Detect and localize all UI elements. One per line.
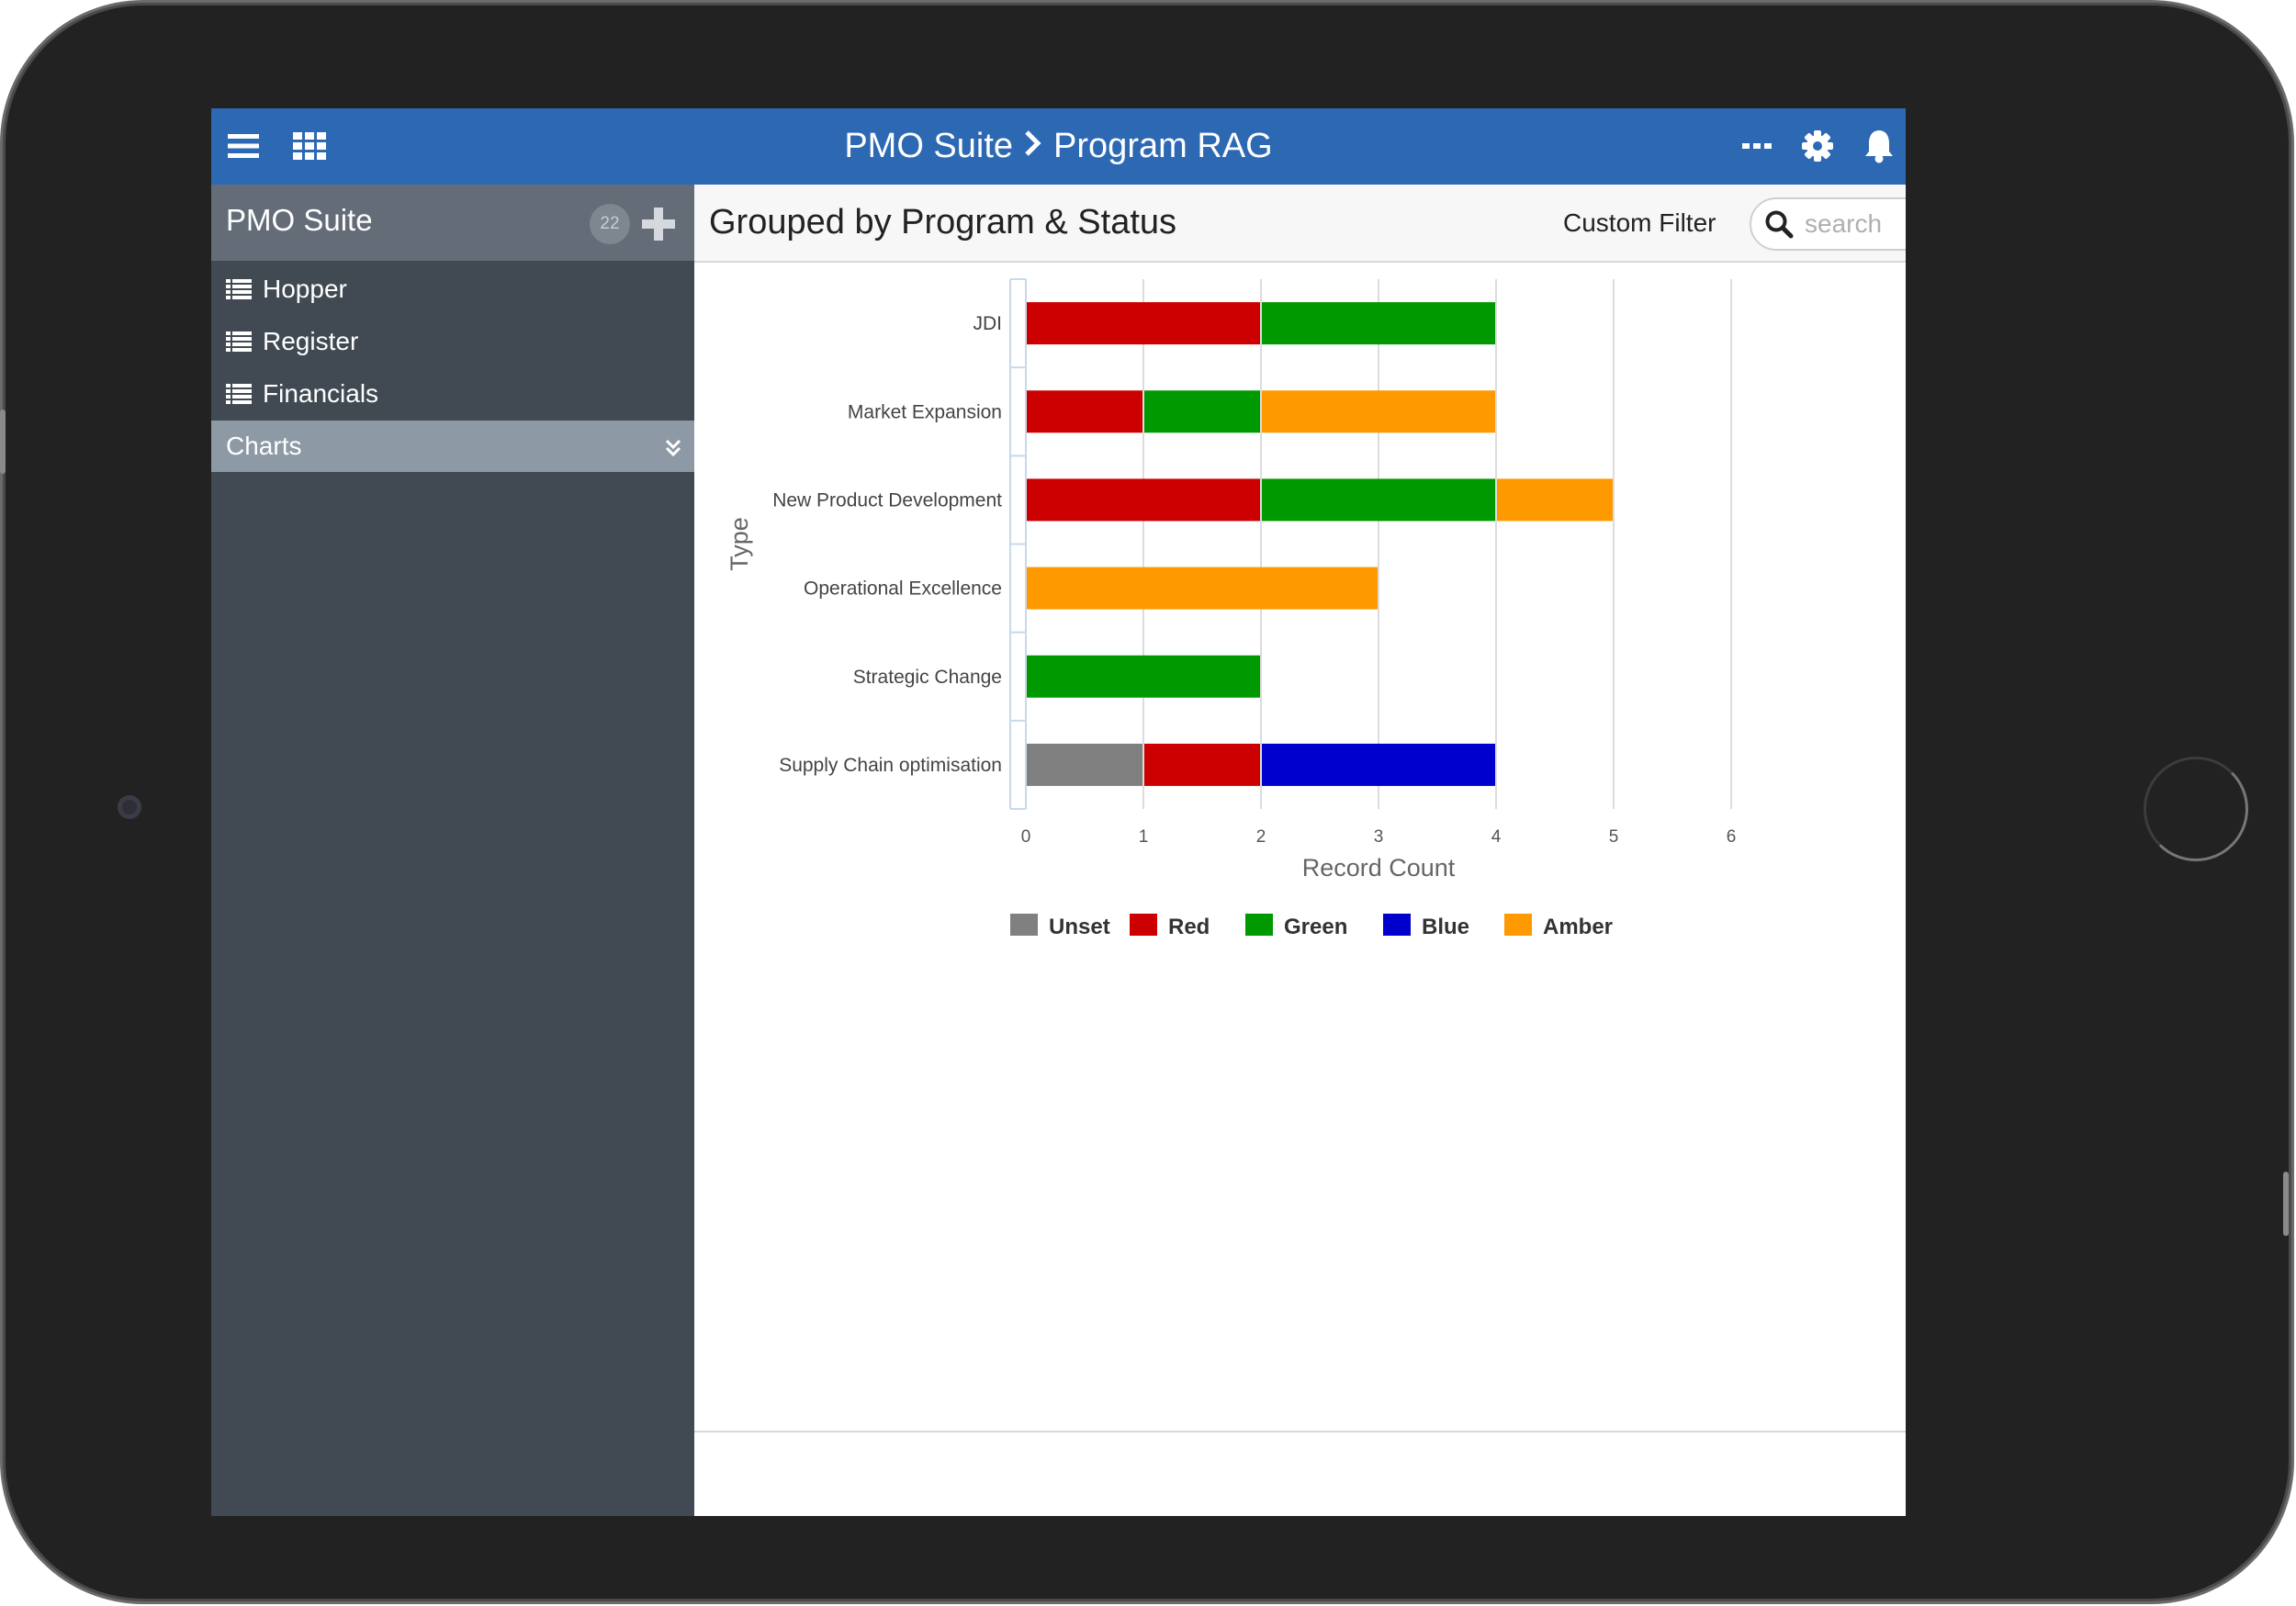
legend-swatch: [1504, 914, 1532, 936]
legend-swatch: [1010, 914, 1038, 936]
bar-segment: [1027, 478, 1260, 522]
x-tick-label: 4: [1491, 827, 1502, 847]
bar-segment: [1027, 655, 1260, 698]
list-icon: [226, 331, 252, 352]
sidebar-item-label: Hopper: [263, 275, 347, 303]
y-category-label: Operational Excellence: [804, 578, 1002, 600]
sidebar-header: PMO Suite 22: [211, 185, 694, 261]
bar-segment: [1262, 743, 1495, 786]
custom-filter-button[interactable]: Custom Filter: [1563, 208, 1716, 237]
side-button: [0, 410, 6, 474]
bar-segment: [1027, 567, 1378, 610]
x-tick-label: 0: [1021, 827, 1031, 847]
bar-segment: [1027, 390, 1142, 433]
legend-label: Amber: [1543, 915, 1613, 939]
sidebar-item-register[interactable]: Register: [211, 316, 694, 367]
legend-swatch: [1245, 914, 1273, 936]
front-camera: [118, 795, 141, 819]
volume-button: [2283, 1172, 2289, 1236]
y-category-label: Supply Chain optimisation: [779, 755, 1002, 776]
chart-area: 0 1 2 3 4 5 6 JDI Market Expansion New Product De…: [694, 263, 1906, 1429]
bar-segment: [1027, 302, 1260, 345]
bar-segment: [1497, 478, 1613, 522]
bar-segment: [1262, 478, 1495, 522]
x-tick-label: 5: [1609, 827, 1619, 847]
main-header: Grouped by Program & Status Custom Filte…: [694, 185, 1906, 263]
bar-segment: [1027, 743, 1142, 786]
legend-label: Blue: [1422, 915, 1469, 939]
x-tick-label: 2: [1256, 827, 1266, 847]
x-axis-title: Record Count: [1302, 854, 1456, 882]
sidebar-title: PMO Suite: [226, 203, 373, 237]
breadcrumb: PMO Suite Program RAG: [211, 108, 1906, 185]
sidebar: PMO Suite 22 Hopper Register Financials …: [211, 185, 694, 1516]
home-button[interactable]: [2144, 757, 2248, 861]
page-title: Grouped by Program & Status: [709, 203, 1177, 241]
app-screen: PMO Suite Program RAG: [211, 108, 1906, 1516]
legend-label: Green: [1284, 915, 1347, 939]
search-input[interactable]: [1803, 208, 1906, 240]
tablet-frame: PMO Suite Program RAG: [0, 6, 2289, 1599]
chevron-right-icon: [1024, 127, 1042, 166]
bar-segment: [1144, 743, 1260, 786]
bar-chart: 0 1 2 3 4 5 6 JDI Market Expansion New Product De…: [726, 278, 1737, 939]
record-count-badge: 22: [590, 204, 630, 244]
chevron-double-down-icon[interactable]: [665, 435, 681, 465]
bar-segment: [1262, 302, 1495, 345]
sidebar-section-label: Charts: [226, 432, 302, 460]
bell-icon[interactable]: [1860, 127, 1898, 165]
legend-label: Unset: [1049, 915, 1110, 939]
bar-segment: [1144, 390, 1260, 433]
y-category-label: JDI: [974, 313, 1003, 334]
more-dots-icon[interactable]: [1738, 127, 1776, 165]
footer-divider: [694, 1431, 1906, 1432]
bar-segment: [1262, 390, 1495, 433]
legend-swatch: [1383, 914, 1411, 936]
search-box: [1750, 197, 1906, 251]
apps-grid-icon[interactable]: [290, 127, 329, 165]
legend-label: Red: [1168, 915, 1210, 939]
list-icon: [226, 384, 252, 404]
sidebar-item-hopper[interactable]: Hopper: [211, 264, 694, 315]
add-icon[interactable]: [638, 204, 679, 244]
hamburger-menu-icon[interactable]: [224, 127, 263, 165]
list-icon: [226, 279, 252, 299]
x-tick-label: 1: [1139, 827, 1149, 847]
sidebar-item-financials[interactable]: Financials: [211, 368, 694, 420]
top-bar: PMO Suite Program RAG: [211, 108, 1906, 185]
y-axis-title: Type: [726, 517, 753, 571]
gear-icon[interactable]: [1798, 127, 1837, 165]
y-category-label: Strategic Change: [853, 667, 1002, 688]
sidebar-item-label: Register: [263, 327, 359, 355]
y-category-label: Market Expansion: [848, 401, 1002, 422]
search-icon: [1765, 210, 1794, 239]
x-tick-label: 3: [1374, 827, 1384, 847]
sidebar-item-label: Financials: [263, 379, 379, 408]
breadcrumb-root[interactable]: PMO Suite: [844, 127, 1014, 165]
sidebar-section-charts[interactable]: Charts: [211, 421, 694, 472]
y-category-label: New Product Development: [772, 489, 1002, 511]
breadcrumb-page: Program RAG: [1053, 127, 1273, 165]
legend-swatch: [1130, 914, 1157, 936]
x-tick-label: 6: [1727, 827, 1737, 847]
